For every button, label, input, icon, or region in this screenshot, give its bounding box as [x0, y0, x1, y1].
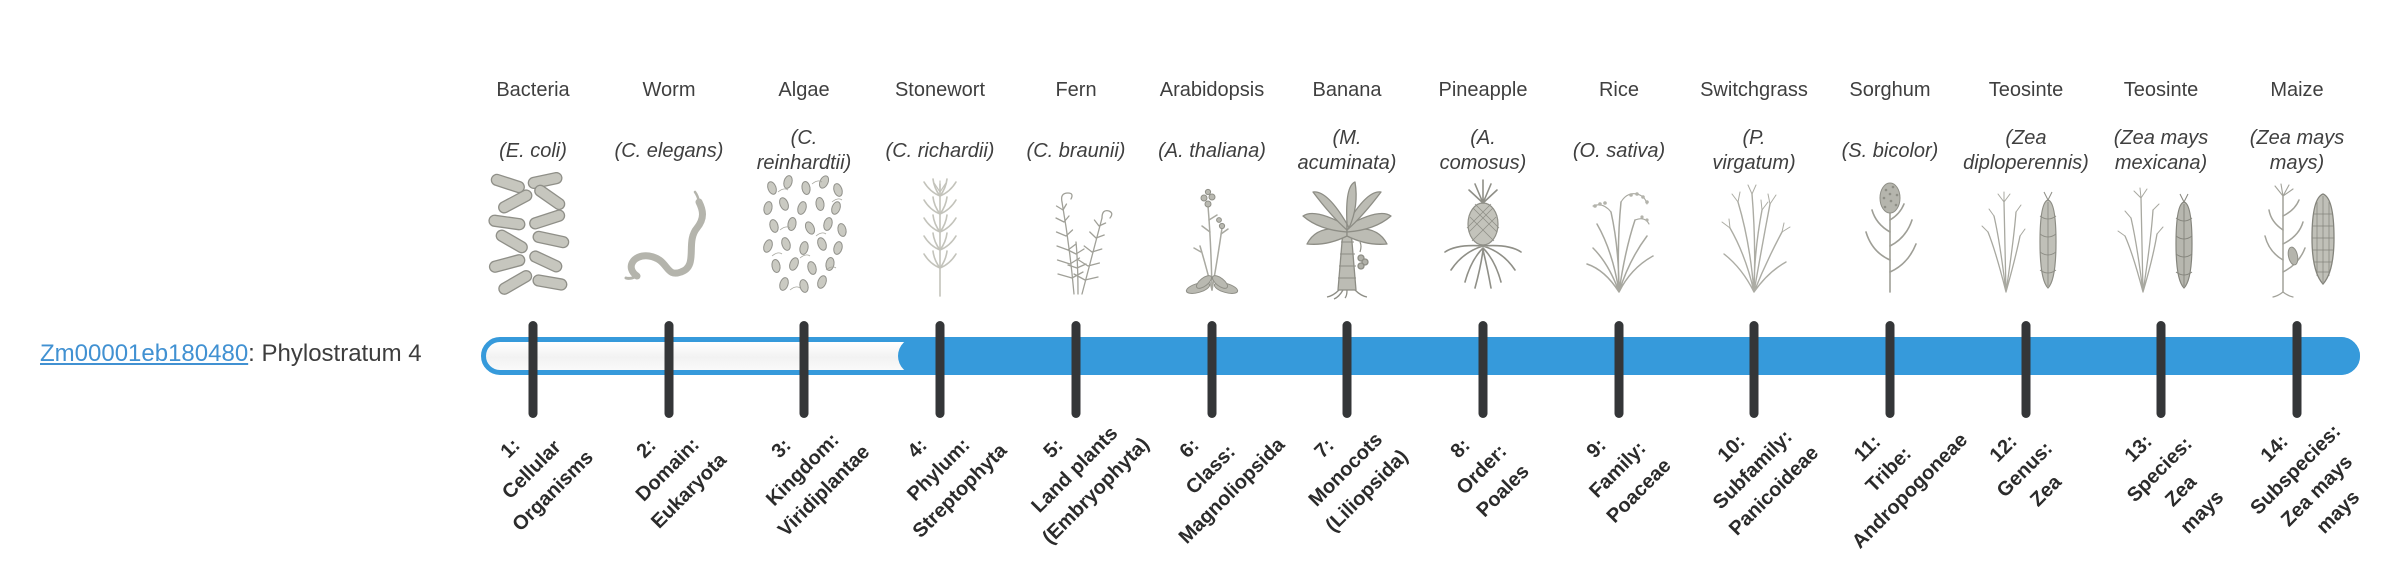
- phylostratum-bar-fill: [898, 337, 2360, 375]
- switchgrass-illustration: [1721, 184, 1791, 293]
- organism-common-name: Fern: [1055, 79, 1097, 101]
- organism-species-name: (S. bicolor): [1841, 139, 1939, 162]
- organism-species-name: (E. coli): [499, 139, 567, 162]
- rice-illustration: [1586, 192, 1654, 293]
- organism-common-name: Maize: [2270, 79, 2324, 101]
- stratum-label-anchor: 9: Family: Poaceae: [1583, 435, 1676, 528]
- stratum-tick: [1478, 321, 1488, 418]
- organism-species-wrap: (Zea diploperennis): [1946, 118, 2106, 184]
- pineapple-illustration: [1444, 179, 1522, 289]
- organism-species-wrap: (O. sativa): [1539, 118, 1699, 184]
- stratum-label: 14: Subspecies: Zea mays mays: [2246, 420, 2365, 539]
- organism-species-wrap: (M. acuminata): [1267, 118, 1427, 184]
- banana-illustration: [1302, 181, 1392, 300]
- organism-species-name: (Zea diploperennis): [1963, 127, 2089, 174]
- stratum-tick: [935, 321, 945, 418]
- stratum-label-anchor: 12: Genus: Zea: [1986, 431, 2066, 528]
- organism-species-wrap: (Zea mays mexicana): [2081, 118, 2241, 184]
- stratum-tick: [799, 321, 809, 418]
- stratum-tick: [1207, 321, 1217, 418]
- organism-common-name: Arabidopsis: [1159, 79, 1265, 101]
- stratum-tick: [2021, 321, 2031, 418]
- organism-species-name: (A. thaliana): [1158, 139, 1266, 162]
- stratum-tick: [1342, 321, 1352, 418]
- bacteria-illustration: [488, 172, 570, 295]
- organism-common-name: Switchgrass: [1700, 79, 1808, 101]
- stratum-label: 2: Domain: Eukaryota: [631, 433, 732, 534]
- organism-species-name: (Zea mays mays): [2249, 127, 2345, 174]
- organism-species-name: (O. sativa): [1572, 139, 1666, 162]
- algae-illustration: [763, 175, 847, 293]
- organism-species-name: (M. acuminata): [1297, 127, 1397, 174]
- organism-species-name: (Zea mays mexicana): [2113, 127, 2209, 174]
- gene-label-suffix: : Phylostratum 4: [248, 340, 422, 367]
- organism-species-wrap: (E. coli): [453, 118, 613, 184]
- organism-common-name: Banana: [1312, 79, 1382, 101]
- stratum-label: 3: Kingdom: Viridiplantae: [762, 429, 875, 542]
- organism-common-name: Pineapple: [1438, 79, 1528, 101]
- stratum-label-anchor: 7: Monocots (Liliopsida): [1305, 429, 1421, 537]
- stratum-tick: [1614, 321, 1624, 418]
- organism-species-name: (C. reinhardtii): [756, 127, 852, 174]
- stratum-tick: [2292, 321, 2302, 418]
- stratum-label: 9: Family: Poaceae: [1582, 434, 1676, 528]
- stratum-tick: [1749, 321, 1759, 418]
- organism-species-name: (C. elegans): [614, 139, 724, 162]
- stratum-label: 1: Cellular Organisms: [496, 434, 598, 536]
- organism-species-name: (P. virgatum): [1712, 127, 1796, 174]
- organism-common-name: Algae: [778, 79, 830, 101]
- organism-species-name: (C. braunii): [1026, 139, 1126, 162]
- stratum-label-anchor: 8: Order: Poales: [1447, 435, 1534, 528]
- organism-species-wrap: (Zea mays mays): [2217, 118, 2377, 184]
- stratum-label: 13: Species: Zea mays: [2120, 430, 2229, 539]
- organism-species-wrap: (C. braunii): [996, 118, 1156, 184]
- stratum-label-anchor: 13: Species: Zea mays: [2121, 431, 2229, 558]
- organism-species-wrap: (C. richardii): [860, 118, 1020, 184]
- organism-common-name: Worm: [642, 79, 696, 101]
- organism-common-name: Stonewort: [894, 79, 986, 101]
- stonewort-illustration: [923, 178, 957, 297]
- organism-common-name: Teosinte: [1988, 79, 2064, 101]
- stratum-tick: [2156, 321, 2166, 418]
- gene-label: Zm00001eb180480: Phylostratum 4: [40, 340, 422, 368]
- stratum-tick: [528, 321, 538, 418]
- fern-illustration: [1055, 192, 1113, 295]
- organism-species-name: (A. comosus): [1439, 127, 1527, 174]
- arabidopsis-illustration: [1185, 188, 1239, 294]
- organism-species-wrap: (A. comosus): [1403, 118, 1563, 184]
- organism-species-wrap: (A. thaliana): [1132, 118, 1292, 184]
- organism-species-wrap: (P. virgatum): [1674, 118, 1834, 184]
- organism-common-name: Bacteria: [496, 79, 570, 101]
- organism-species-name: (C. richardii): [885, 139, 995, 162]
- organism-species-wrap: (C. elegans): [589, 118, 749, 184]
- stratum-tick: [1071, 321, 1081, 418]
- stratum-label: 11: Tribe: Andropogoneae: [1848, 429, 1973, 554]
- stratum-tick: [664, 321, 674, 418]
- organism-common-name: Teosinte: [2123, 79, 2199, 101]
- stratum-label-anchor: 1: Cellular Organisms: [497, 435, 604, 536]
- stratum-label: 8: Order: Poales: [1446, 434, 1534, 522]
- teosinte-mexicana-illustration: [2117, 187, 2193, 293]
- organism-common-name: Rice: [1598, 79, 1639, 101]
- stratum-tick: [1885, 321, 1895, 418]
- sorghum-illustration: [1865, 182, 1917, 293]
- gene-id-link[interactable]: Zm00001eb180480: [40, 340, 249, 367]
- organism-species-wrap: (C. reinhardtii): [724, 118, 884, 184]
- organism-species-wrap: (S. bicolor): [1810, 118, 1970, 184]
- organism-common-name: Sorghum: [1849, 79, 1931, 101]
- maize-illustration: [2264, 183, 2335, 298]
- worm-illustration: [624, 190, 706, 280]
- stratum-label-anchor: 2: Domain: Eukaryota: [632, 434, 733, 533]
- teosinte-diploperennis-illustration: [1981, 191, 2057, 293]
- stratum-label-anchor: 14: Subspecies: Zea mays mays: [2246, 420, 2382, 558]
- stratum-label: 10: Subfamily: Panicoideae: [1708, 425, 1824, 541]
